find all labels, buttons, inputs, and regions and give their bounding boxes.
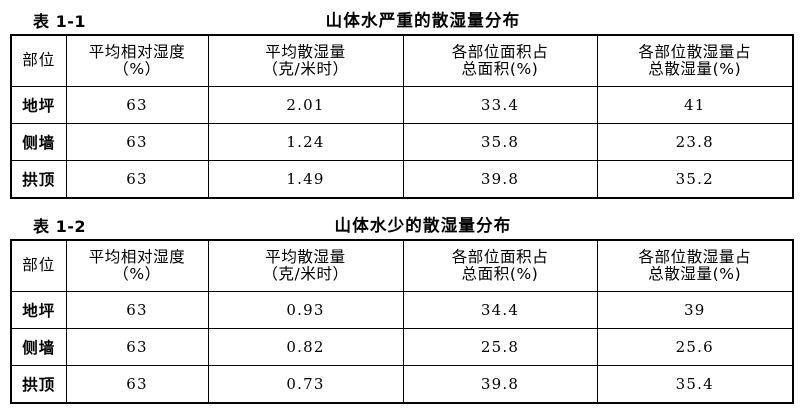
- cell-area-pct: 33.4: [402, 86, 598, 124]
- column-header-moisture-pct-line1: 各部位散湿量占: [638, 247, 752, 266]
- table-header: 部位 平均相对湿度 （%） 平均散湿量 （克/米时） 各部位面积占 总面积(%): [10, 35, 794, 87]
- cell-moisture-pct: 41: [596, 86, 794, 124]
- column-header-area-pct-line2: 总面积(%): [461, 265, 539, 283]
- column-header-part: 部位: [10, 240, 67, 292]
- cell-area-pct: 35.8: [402, 123, 598, 161]
- cell-part: 地坪: [10, 291, 67, 329]
- table-title: 山体水少的散湿量分布: [10, 212, 792, 236]
- column-header-moisture-pct: 各部位散湿量占 总散湿量(%): [596, 240, 794, 292]
- column-header-moisture-pct-line1: 各部位散湿量占: [638, 42, 752, 61]
- cell-moisture-pct: 35.4: [596, 365, 794, 403]
- cell-humidity: 63: [65, 365, 209, 403]
- table-row: 侧墙 63 1.24 35.8 23.8: [10, 123, 794, 161]
- cell-humidity: 63: [65, 86, 209, 124]
- table-caption-1-2: 表 1-2 山体水少的散湿量分布: [10, 209, 792, 239]
- table-block-1-2: 表 1-2 山体水少的散湿量分布 部位 平均相对湿度 （%） 平均散湿量: [10, 209, 794, 404]
- header-row: 部位 平均相对湿度 （%） 平均散湿量 （克/米时） 各部位面积占 总面积(%): [10, 35, 794, 87]
- column-header-humidity: 平均相对湿度 （%）: [65, 240, 209, 292]
- table-row: 地坪 63 0.93 34.4 39: [10, 291, 794, 329]
- column-header-moisture-line2: （克/米时）: [262, 265, 349, 283]
- table-title-text: 山体水严重的散湿量分布: [325, 11, 521, 30]
- column-header-humidity-line2: （%）: [113, 60, 161, 78]
- cell-moisture-pct: 23.8: [596, 123, 794, 161]
- column-header-area-pct-line2: 总面积(%): [461, 60, 539, 78]
- column-header-moisture-pct: 各部位散湿量占 总散湿量(%): [596, 35, 794, 87]
- cell-moisture: 0.93: [207, 291, 404, 329]
- column-header-part-line1: 部位: [22, 51, 56, 70]
- cell-area-pct: 34.4: [402, 291, 598, 329]
- table-row: 拱顶 63 0.73 39.8 35.4: [10, 365, 794, 403]
- table-caption-1-1: 表 1-1 山体水严重的散湿量分布: [10, 4, 792, 34]
- cell-humidity: 63: [65, 291, 209, 329]
- column-header-moisture: 平均散湿量 （克/米时）: [207, 240, 404, 292]
- table-title-text: 山体水少的散湿量分布: [334, 216, 512, 235]
- table-1-2: 部位 平均相对湿度 （%） 平均散湿量 （克/米时） 各部位面积占 总面积(%): [10, 239, 794, 404]
- cell-moisture: 0.82: [207, 328, 404, 366]
- column-header-moisture-pct-line2: 总散湿量(%): [648, 60, 742, 78]
- cell-moisture-pct: 35.2: [596, 160, 794, 198]
- table-row: 地坪 63 2.01 33.4 41: [10, 86, 794, 124]
- table-row: 拱顶 63 1.49 39.8 35.2: [10, 160, 794, 198]
- column-header-moisture-line1: 平均散湿量: [265, 247, 346, 266]
- cell-part: 侧墙: [10, 123, 67, 161]
- column-header-area-pct-line1: 各部位面积占: [451, 42, 549, 61]
- cell-humidity: 63: [65, 328, 209, 366]
- column-header-moisture-pct-line2: 总散湿量(%): [648, 265, 742, 283]
- cell-moisture-pct: 39: [596, 291, 794, 329]
- column-header-humidity-line2: （%）: [113, 265, 161, 283]
- cell-part: 拱顶: [10, 365, 67, 403]
- table-body: 地坪 63 0.93 34.4 39 侧墙 63 0.82 25.8 25.6 …: [10, 291, 794, 403]
- cell-part: 侧墙: [10, 328, 67, 366]
- table-label: 表 1-2: [33, 217, 86, 236]
- table-1-1: 部位 平均相对湿度 （%） 平均散湿量 （克/米时） 各部位面积占 总面积(%): [10, 34, 794, 199]
- cell-area-pct: 39.8: [402, 160, 598, 198]
- column-header-part-line1: 部位: [22, 256, 56, 275]
- column-header-humidity: 平均相对湿度 （%）: [65, 35, 209, 87]
- cell-part: 地坪: [10, 86, 67, 124]
- table-body: 地坪 63 2.01 33.4 41 侧墙 63 1.24 35.8 23.8 …: [10, 86, 794, 198]
- cell-part: 拱顶: [10, 160, 67, 198]
- column-header-moisture: 平均散湿量 （克/米时）: [207, 35, 404, 87]
- column-header-part: 部位: [10, 35, 67, 87]
- column-header-moisture-line1: 平均散湿量: [265, 42, 346, 61]
- cell-moisture: 1.49: [207, 160, 404, 198]
- cell-moisture: 1.24: [207, 123, 404, 161]
- column-header-area-pct-line1: 各部位面积占: [451, 247, 549, 266]
- column-header-humidity-line1: 平均相对湿度: [88, 247, 186, 266]
- cell-moisture: 2.01: [207, 86, 404, 124]
- column-header-area-pct: 各部位面积占 总面积(%): [402, 240, 598, 292]
- cell-area-pct: 25.8: [402, 328, 598, 366]
- table-row: 侧墙 63 0.82 25.8 25.6: [10, 328, 794, 366]
- column-header-moisture-line2: （克/米时）: [262, 60, 349, 78]
- cell-humidity: 63: [65, 160, 209, 198]
- cell-humidity: 63: [65, 123, 209, 161]
- table-header: 部位 平均相对湿度 （%） 平均散湿量 （克/米时） 各部位面积占 总面积(%): [10, 240, 794, 292]
- cell-moisture: 0.73: [207, 365, 404, 403]
- table-title: 山体水严重的散湿量分布: [10, 7, 792, 31]
- column-header-area-pct: 各部位面积占 总面积(%): [402, 35, 598, 87]
- table-label: 表 1-1: [33, 12, 86, 31]
- cell-moisture-pct: 25.6: [596, 328, 794, 366]
- column-header-humidity-line1: 平均相对湿度: [88, 42, 186, 61]
- cell-area-pct: 39.8: [402, 365, 598, 403]
- header-row: 部位 平均相对湿度 （%） 平均散湿量 （克/米时） 各部位面积占 总面积(%): [10, 240, 794, 292]
- table-block-1-1: 表 1-1 山体水严重的散湿量分布 部位 平均相对湿度 （%） 平均散湿量: [10, 4, 794, 199]
